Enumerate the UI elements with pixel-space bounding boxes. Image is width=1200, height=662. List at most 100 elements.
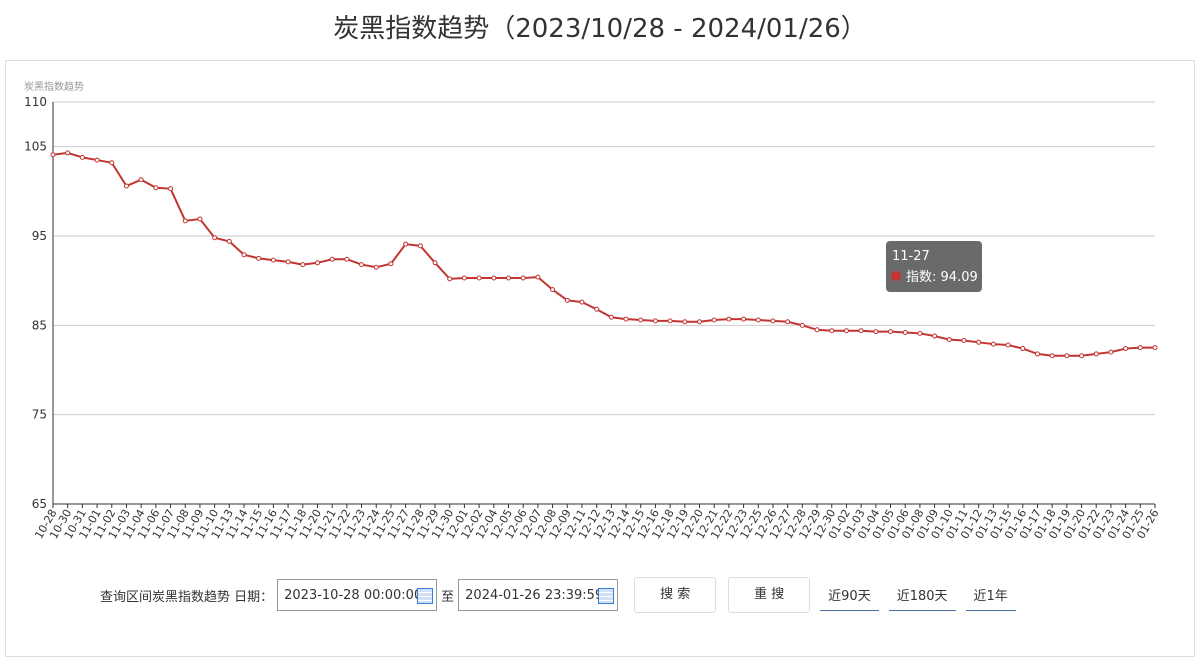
y-tick-label: 65 (32, 497, 47, 511)
data-point (1137, 345, 1143, 351)
data-point (667, 318, 673, 324)
tooltip-marker (891, 271, 901, 281)
data-point (300, 262, 306, 268)
data-point (329, 256, 335, 262)
data-point (1079, 353, 1085, 359)
reset-button[interactable]: 重 搜 (728, 577, 811, 613)
data-point (755, 317, 761, 323)
data-point (270, 257, 276, 263)
data-point (1152, 345, 1158, 351)
page-title: 炭黑指数趋势（2023/10/28 - 2024/01/26） (333, 14, 867, 44)
data-point (814, 327, 820, 333)
data-point (197, 216, 203, 222)
data-point (241, 252, 247, 258)
data-point (932, 333, 938, 339)
data-point (153, 185, 159, 191)
start-date-input[interactable]: 2023-10-28 00:00:00 (277, 579, 438, 611)
data-point (285, 259, 291, 265)
y-tick-label: 110 (24, 95, 47, 109)
data-point (741, 316, 747, 322)
data-point (799, 322, 805, 328)
data-point (138, 177, 144, 183)
data-point (1034, 351, 1040, 357)
tooltip-number: 94.09 (941, 270, 978, 285)
data-point (212, 235, 218, 241)
data-point (1020, 346, 1026, 352)
end-date-input[interactable]: 2024-01-26 23:39:59 (458, 579, 619, 611)
data-point (535, 274, 541, 280)
data-point (711, 317, 717, 323)
data-point (79, 154, 85, 160)
data-point (946, 337, 952, 343)
data-point (314, 260, 320, 266)
data-point (388, 261, 394, 267)
tooltip-box (886, 241, 982, 292)
data-point (976, 339, 982, 345)
data-point (505, 275, 511, 281)
data-point (1005, 342, 1011, 348)
data-point (491, 275, 497, 281)
y-tick-label: 85 (32, 318, 47, 332)
data-point (726, 316, 732, 322)
data-point (829, 328, 835, 334)
data-point (373, 264, 379, 270)
data-point (403, 241, 409, 247)
data-point (858, 328, 864, 334)
data-point (594, 306, 600, 312)
query-label: 查询区间炭黑指数趋势 日期： (100, 589, 274, 605)
data-point (843, 328, 849, 334)
data-point (1108, 349, 1114, 355)
data-point (682, 319, 688, 325)
data-point (94, 157, 100, 163)
data-point (50, 152, 56, 158)
data-point (226, 238, 232, 244)
chart-panel (5, 60, 1195, 657)
range-link[interactable]: 近90天 (820, 579, 879, 611)
data-point (564, 297, 570, 303)
data-point (1064, 353, 1070, 359)
y-tick-label: 105 (24, 140, 47, 154)
data-point (697, 319, 703, 325)
data-point (256, 255, 262, 261)
data-point (447, 276, 453, 282)
data-point (608, 314, 614, 320)
data-point (1049, 353, 1055, 359)
data-point (785, 319, 791, 325)
tooltip-category: 11-27 (892, 249, 930, 264)
y-tick-label: 95 (32, 229, 47, 243)
data-point (417, 243, 423, 249)
data-point (873, 329, 879, 335)
data-point (638, 317, 644, 323)
data-point (182, 218, 188, 224)
data-point (1123, 346, 1129, 352)
data-point (917, 330, 923, 336)
data-point (990, 341, 996, 347)
data-point (1093, 351, 1099, 357)
search-button[interactable]: 搜 索 (634, 577, 717, 613)
data-point (432, 260, 438, 266)
data-point (344, 256, 350, 262)
tooltip-series-name: 指数 (906, 270, 932, 285)
data-point (579, 299, 585, 305)
data-point (550, 287, 556, 293)
y-axis-title: 炭黑指数趋势 (24, 80, 84, 93)
data-point (888, 329, 894, 335)
data-point (961, 338, 967, 344)
query-form: 查询区间炭黑指数趋势 日期： 2023-10-28 00:00:00 至 202… (100, 577, 1016, 613)
data-point (652, 318, 658, 324)
data-point (65, 150, 71, 156)
data-point (461, 275, 467, 281)
data-point (623, 316, 629, 322)
tooltip: 11-27 指数: 94.09 (886, 241, 982, 292)
data-point (476, 275, 482, 281)
range-link[interactable]: 近1年 (965, 579, 1016, 611)
data-point (770, 318, 776, 324)
data-point (902, 329, 908, 335)
range-link[interactable]: 近180天 (888, 579, 956, 611)
data-point (520, 275, 526, 281)
tooltip-value: 指数: 94.09 (906, 270, 978, 285)
y-tick-label: 75 (32, 408, 47, 422)
to-label: 至 (441, 589, 455, 605)
